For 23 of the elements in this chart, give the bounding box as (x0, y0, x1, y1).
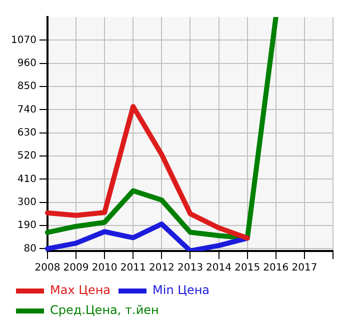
x-tick-label: 2015 (234, 262, 260, 274)
y-tick-label: 80 (24, 243, 36, 254)
x-tick-label: 2014 (206, 262, 232, 274)
x-tick-label: 2011 (120, 262, 146, 274)
x-tick-label: 2008 (34, 262, 60, 274)
y-tick-label: 740 (17, 104, 36, 116)
y-tick-label: 630 (17, 127, 36, 138)
x-tick-label: 2010 (92, 262, 118, 274)
y-tick-label: 410 (17, 174, 36, 185)
legend-label: Сред.Цена, т.йен (50, 303, 159, 318)
y-tick-label: 960 (17, 58, 36, 69)
y-tick-label: 1070 (10, 34, 36, 46)
x-tick-label: 2017 (292, 262, 318, 274)
x-tick-label: 2013 (178, 262, 203, 274)
y-tick-label: 300 (17, 196, 36, 208)
x-tick-label: 2016 (263, 262, 289, 274)
legend-label: Max Цена (50, 283, 111, 298)
y-tick-label: 190 (17, 220, 36, 232)
x-tick-label: 2012 (148, 262, 174, 274)
x-tick-label: 2009 (63, 262, 89, 274)
y-tick-label: 520 (17, 150, 36, 162)
y-tick-label: 850 (17, 81, 36, 92)
legend-label: Min Цена (152, 283, 210, 298)
